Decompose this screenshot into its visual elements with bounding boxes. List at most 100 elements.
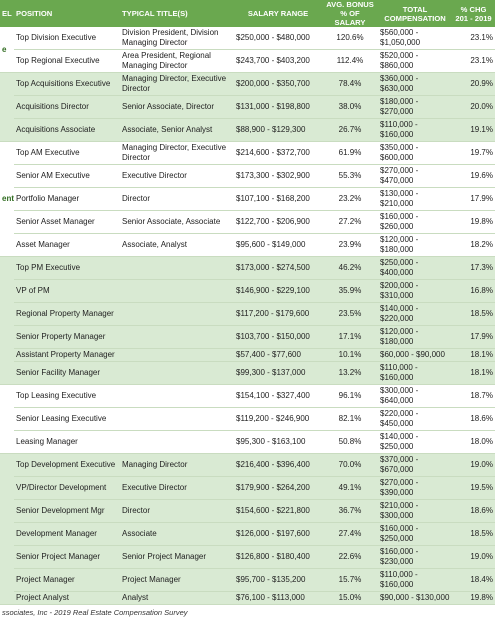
salary-range: $57,400 - $77,600 — [234, 348, 322, 362]
compensation-table: EL POSITION TYPICAL TITLE(S) SALARY RANGE AV… — [0, 0, 495, 605]
total-compensation: $520,000 - $860,000 — [378, 49, 452, 73]
change: 18.5% — [452, 522, 495, 546]
total-compensation: $210,000 - $300,000 — [378, 499, 452, 523]
change: 19.8% — [452, 210, 495, 234]
total-compensation: $140,000 - $250,000 — [378, 430, 452, 454]
total-compensation: $90,000 - $130,000 — [378, 591, 452, 605]
level — [0, 72, 14, 142]
bonus: 17.1% — [322, 325, 378, 349]
position: Top AM Executive — [14, 141, 120, 165]
position: Senior Asset Manager — [14, 210, 120, 234]
change: 17.9% — [452, 325, 495, 349]
row: Assistant Property Manager $57,400 - $77,… — [0, 348, 495, 362]
row: Project Analyst Analyst $76,100 - $113,000… — [0, 591, 495, 605]
total-compensation: $110,000 - $160,000 — [378, 568, 452, 592]
bonus: 82.1% — [322, 407, 378, 431]
position: Regional Property Manager — [14, 302, 120, 326]
bonus: 27.4% — [322, 522, 378, 546]
titles: Senior Associate, Associate — [120, 210, 234, 234]
row: Top Regional Executive Area President, Re… — [0, 49, 495, 73]
titles: Area President, Regional Managing Direct… — [120, 49, 234, 73]
position: Senior Leasing Executive — [14, 407, 120, 431]
titles: Managing Director, Executive Director — [120, 72, 234, 96]
titles — [120, 407, 234, 431]
position: Top PM Executive — [14, 256, 120, 280]
level — [0, 256, 14, 385]
change: 16.8% — [452, 279, 495, 303]
header-cell: POSITION — [14, 0, 120, 27]
position: Assistant Property Manager — [14, 348, 120, 362]
bonus: 112.4% — [322, 49, 378, 73]
position: Senior Facility Manager — [14, 361, 120, 385]
titles — [120, 430, 234, 454]
total-compensation: $270,000 - $470,000 — [378, 164, 452, 188]
bonus: 49.1% — [322, 476, 378, 500]
header-cell: TYPICAL TITLE(S) — [120, 0, 234, 27]
row: Senior Asset Manager Senior Associate, As… — [0, 210, 495, 234]
row-group: Top Acquisitions Executive Managing Direc… — [0, 72, 495, 142]
header-cell: TOTAL COMPENSATION — [378, 0, 452, 27]
row: Top Development Executive Managing Direct… — [0, 453, 495, 605]
position: Top Leasing Executive — [14, 384, 120, 408]
row: Acquisitions Associate Associate, Senior … — [0, 118, 495, 142]
bonus: 120.6% — [322, 27, 378, 50]
salary-range: $146,900 - $229,100 — [234, 279, 322, 303]
bonus: 23.5% — [322, 302, 378, 326]
titles — [120, 348, 234, 362]
salary-range: $214,600 - $372,700 — [234, 141, 322, 165]
bonus: 13.2% — [322, 361, 378, 385]
change: 19.0% — [452, 453, 495, 477]
bonus: 61.9% — [322, 141, 378, 165]
total-compensation: $350,000 - $600,000 — [378, 141, 452, 165]
total-compensation: $180,000 - $270,000 — [378, 95, 452, 119]
salary-range: $154,100 - $327,400 — [234, 384, 322, 408]
salary-range: $173,300 - $302,900 — [234, 164, 322, 188]
change: 19.6% — [452, 164, 495, 188]
salary-range: $122,700 - $206,900 — [234, 210, 322, 234]
salary-range: $126,800 - $180,400 — [234, 545, 322, 569]
bonus: 23.9% — [322, 233, 378, 257]
header-cell: SALARY RANGE — [234, 0, 322, 27]
header-cell: % CHG 201 - 2019 — [452, 0, 495, 27]
titles — [120, 325, 234, 349]
total-compensation: $120,000 - $180,000 — [378, 325, 452, 349]
bonus: 70.0% — [322, 453, 378, 477]
row-group: Top Leasing Executive $154,100 - $327,400… — [0, 384, 495, 454]
change: 19.0% — [452, 545, 495, 569]
titles: Director — [120, 499, 234, 523]
bonus: 15.7% — [322, 568, 378, 592]
row-group: Top PM Executive $173,000 - $274,500 46.2%… — [0, 256, 495, 385]
titles — [120, 361, 234, 385]
row: Top Leasing Executive $154,100 - $327,400… — [0, 384, 495, 454]
salary-range: $131,000 - $198,800 — [234, 95, 322, 119]
titles: Project Manager — [120, 568, 234, 592]
change: 19.5% — [452, 476, 495, 500]
salary-range: $95,700 - $135,200 — [234, 568, 322, 592]
header-cell: AVG. BONUS % OF SALARY — [322, 0, 378, 27]
salary-range: $95,300 - $163,100 — [234, 430, 322, 454]
bonus: 50.8% — [322, 430, 378, 454]
salary-range: $95,600 - $149,000 — [234, 233, 322, 257]
bonus: 15.0% — [322, 591, 378, 605]
total-compensation: $140,000 - $220,000 — [378, 302, 452, 326]
row: Senior AM Executive Executive Director $17… — [0, 164, 495, 188]
position: Portfolio Manager — [14, 187, 120, 211]
row: Senior Development Mgr Director $154,600 -… — [0, 499, 495, 523]
position: Senior Property Manager — [14, 325, 120, 349]
salary-range: $250,000 - $480,000 — [234, 27, 322, 50]
titles: Managing Director — [120, 453, 234, 477]
position: Senior AM Executive — [14, 164, 120, 188]
change: 19.8% — [452, 591, 495, 605]
total-compensation: $110,000 - $160,000 — [378, 361, 452, 385]
position: Project Analyst — [14, 591, 120, 605]
salary-range: $200,000 - $350,700 — [234, 72, 322, 96]
row: Senior Property Manager $103,700 - $150,0… — [0, 325, 495, 349]
change: 23.1% — [452, 27, 495, 50]
row: Leasing Manager $95,300 - $163,100 50.8% $1… — [0, 430, 495, 454]
row: Asset Manager Associate, Analyst $95,600 -… — [0, 233, 495, 257]
salary-range: $88,900 - $129,300 — [234, 118, 322, 142]
salary-range: $243,700 - $403,200 — [234, 49, 322, 73]
titles — [120, 279, 234, 303]
total-compensation: $200,000 - $310,000 — [378, 279, 452, 303]
salary-range: $119,200 - $246,900 — [234, 407, 322, 431]
